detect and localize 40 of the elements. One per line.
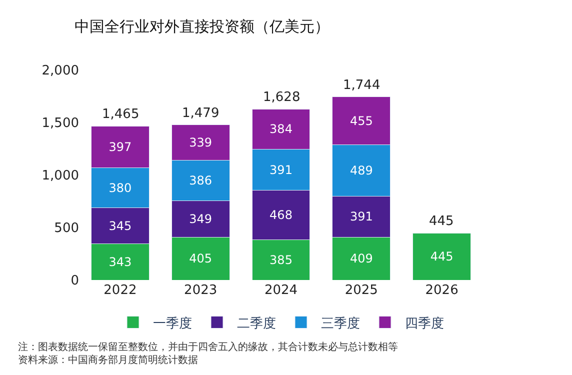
y-tick-label: 0 (70, 274, 79, 289)
data-label: 468 (270, 208, 292, 222)
data-label: 386 (189, 174, 212, 188)
x-tick-label: 2022 (104, 283, 137, 298)
y-tick-label: 500 (54, 221, 79, 236)
legend-label: 四季度 (405, 315, 444, 332)
x-tick-label: 2024 (264, 283, 298, 298)
data-label: 380 (108, 180, 132, 195)
total-label: 1,465 (102, 107, 140, 122)
x-tick-label: 2026 (425, 283, 458, 298)
total-label: 445 (429, 214, 454, 229)
total-label: 1,479 (182, 106, 220, 121)
data-label: 391 (270, 162, 292, 177)
data-label: 339 (189, 136, 212, 150)
y-tick-label: 1,000 (42, 168, 79, 184)
chart-title: 中国全行业对外直接投资额（亿美元） (74, 18, 330, 36)
data-label: 489 (350, 163, 373, 178)
data-label: 455 (350, 114, 373, 128)
text: 注：图表数据统一保留至整数位，并由于四舍五入的缘故，其合计数未必与总计数相等 (18, 341, 398, 353)
legend-label: 一季度 (153, 315, 192, 332)
data-label: 345 (108, 218, 132, 233)
data-label: 349 (189, 212, 212, 226)
bar (412, 233, 471, 280)
total-label: 1,744 (343, 78, 380, 93)
data-label: 343 (108, 254, 132, 269)
total-label: 1,628 (263, 90, 300, 105)
x-tick-label: 2025 (344, 283, 378, 298)
legend-label: 三季度 (321, 315, 360, 332)
x-tick-label: 2023 (184, 283, 218, 298)
data-label: 409 (350, 252, 373, 266)
text: 资料来源：中国商务部月度简明统计数据 (18, 354, 198, 366)
legend-label: 二季度 (237, 315, 276, 332)
data-label: 384 (270, 122, 292, 136)
data-label: 397 (108, 140, 132, 154)
data-label: 405 (189, 252, 212, 266)
y-tick-label: 2,000 (42, 64, 79, 79)
data-label: 391 (350, 210, 373, 224)
data-label: 385 (270, 252, 292, 267)
y-tick-label: 1,500 (42, 116, 79, 132)
data-label: 445 (430, 250, 454, 264)
